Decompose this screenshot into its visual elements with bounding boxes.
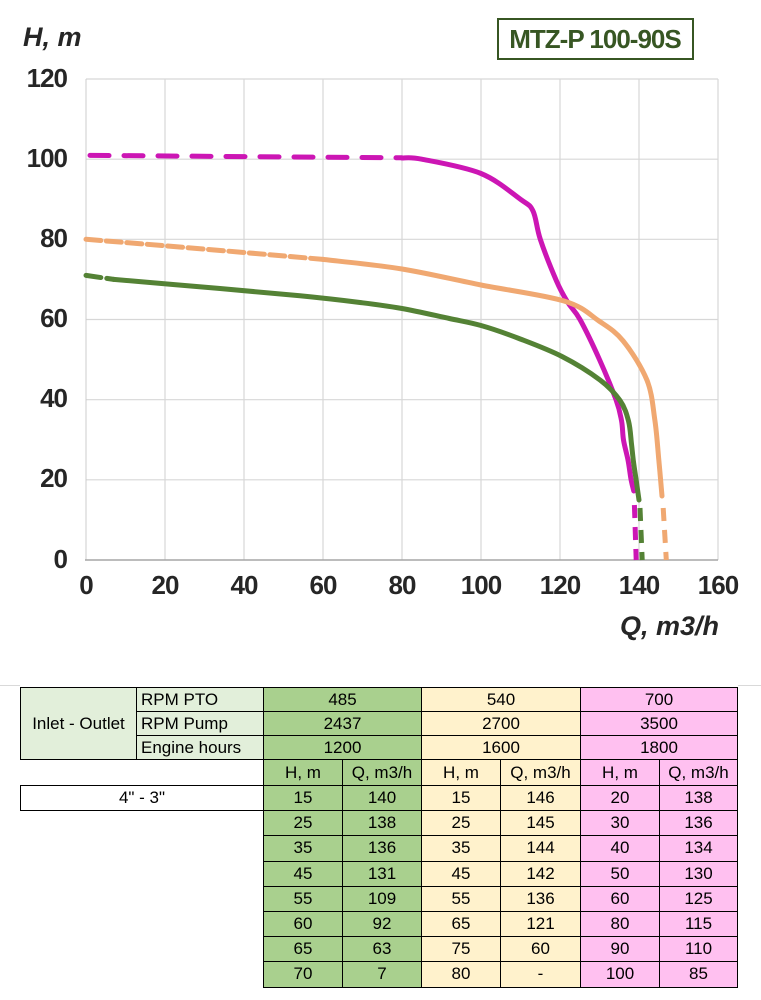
svg-text:Q, m3/h: Q, m3/h — [620, 611, 719, 641]
svg-text:40: 40 — [231, 570, 258, 600]
svg-text:140: 140 — [619, 570, 660, 600]
svg-text:0: 0 — [79, 570, 93, 600]
svg-text:120: 120 — [27, 63, 68, 93]
svg-text:20: 20 — [40, 463, 67, 493]
svg-text:80: 80 — [40, 223, 67, 253]
svg-text:20: 20 — [152, 570, 179, 600]
svg-text:100: 100 — [27, 143, 68, 173]
svg-text:160: 160 — [698, 570, 739, 600]
svg-text:60: 60 — [310, 570, 337, 600]
svg-text:80: 80 — [389, 570, 416, 600]
svg-text:MTZ-P 100-90S: MTZ-P 100-90S — [509, 24, 681, 54]
svg-text:H, m: H, m — [23, 22, 82, 52]
svg-text:40: 40 — [40, 383, 67, 413]
svg-text:100: 100 — [461, 570, 502, 600]
svg-text:0: 0 — [54, 544, 68, 574]
svg-text:60: 60 — [40, 303, 67, 333]
svg-text:120: 120 — [540, 570, 581, 600]
